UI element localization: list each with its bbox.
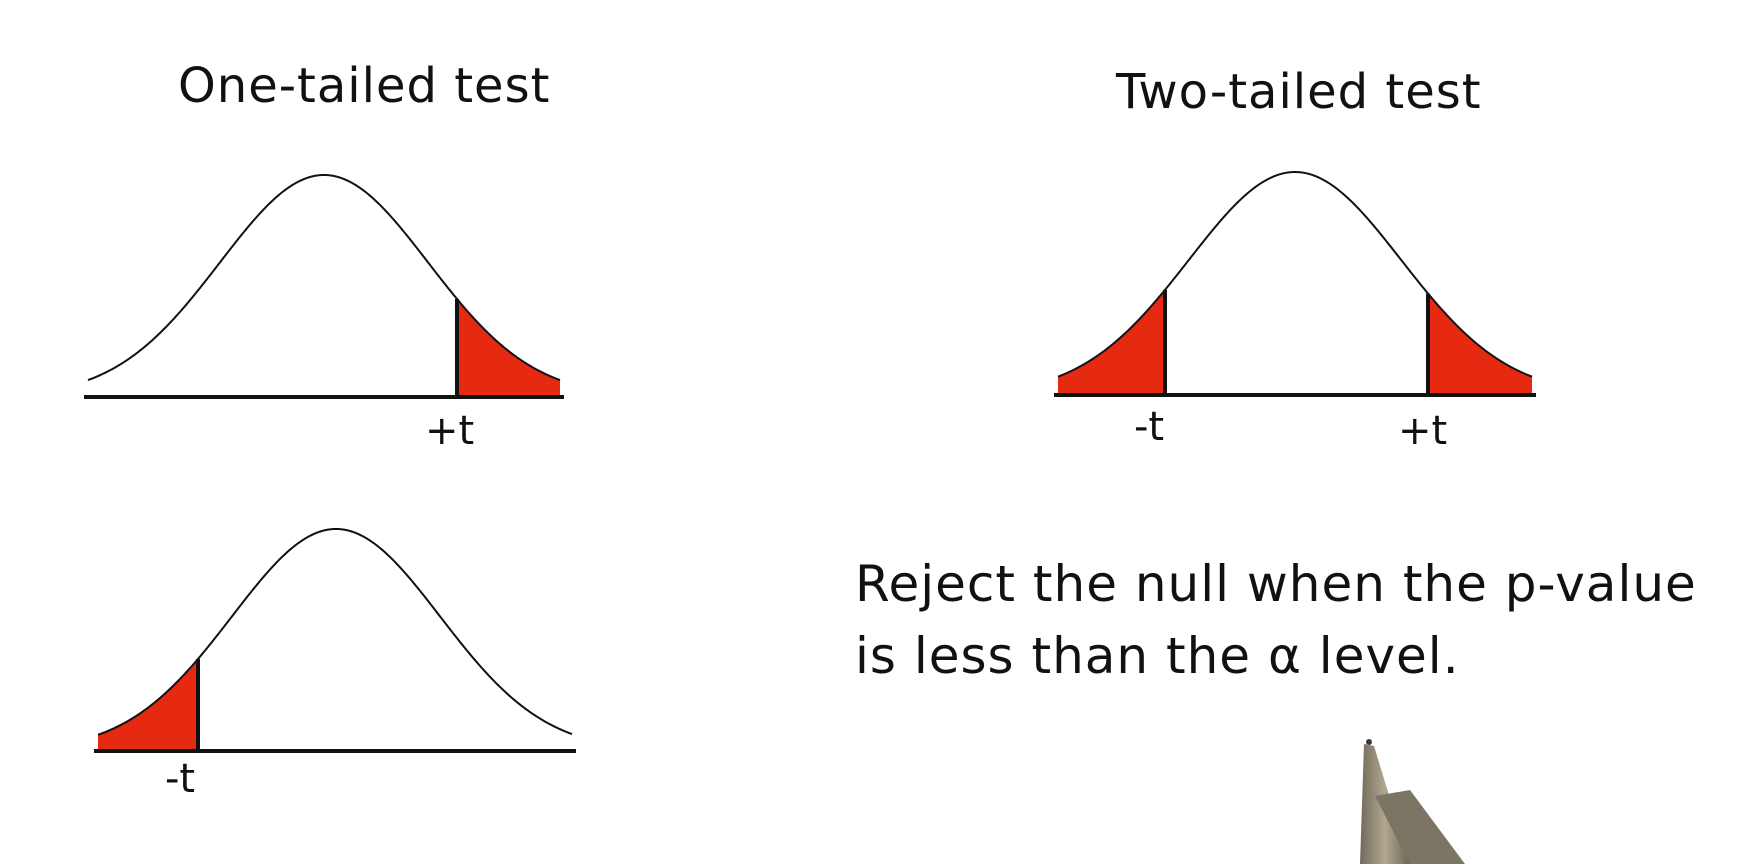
- two-tailed-minus-t-label: -t: [1134, 404, 1165, 450]
- two-tailed-curve-line: [1057, 171, 1533, 378]
- one-tailed-right-curve-line: [87, 173, 561, 382]
- one-tailed-left-curve: [94, 527, 576, 753]
- two-tailed-right-tail-area: [1428, 293, 1532, 395]
- two-tailed-title: Two-tailed test: [1116, 64, 1482, 120]
- one-tailed-title: One-tailed test: [178, 58, 551, 114]
- one-tailed-right-right-tail-area: [457, 299, 560, 397]
- reject-null-note: Reject the null when the p-value is less…: [855, 548, 1697, 692]
- one-tailed-minus-t-label: -t: [165, 756, 196, 802]
- one-tailed-right-curve: [84, 173, 564, 399]
- one-tailed-left-curve-line: [97, 527, 573, 736]
- two-tailed-curve: [1054, 171, 1536, 397]
- note-line-1: Reject the null when the p-value: [855, 555, 1697, 613]
- two-tailed-plus-t-label: +t: [1398, 408, 1448, 454]
- note-line-2: is less than the α level.: [855, 627, 1460, 685]
- one-tailed-left-left-tail-area: [98, 658, 198, 751]
- two-tailed-left-tail-area: [1058, 289, 1165, 395]
- one-tailed-plus-t-label: +t: [425, 408, 475, 454]
